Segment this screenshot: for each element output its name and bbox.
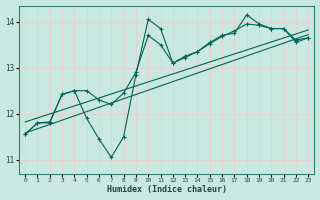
X-axis label: Humidex (Indice chaleur): Humidex (Indice chaleur) <box>107 185 227 194</box>
